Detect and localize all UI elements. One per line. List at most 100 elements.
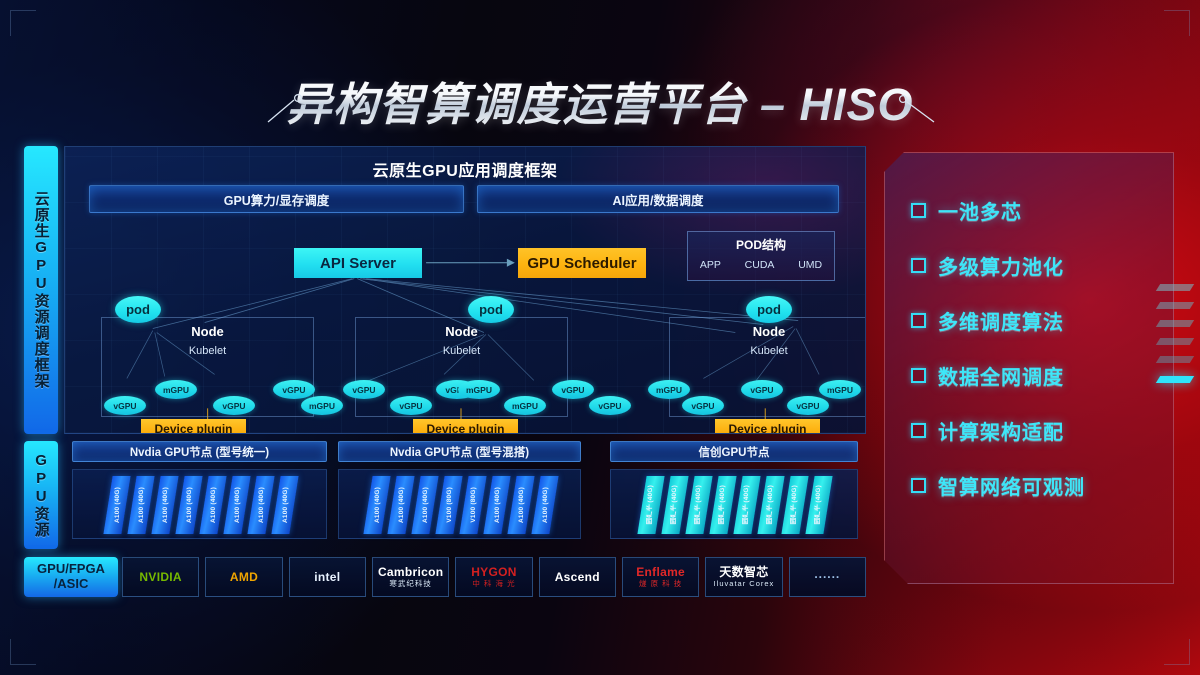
gpu-card[interactable]: A100 (40G) xyxy=(362,476,391,534)
vendor-logo[interactable]: Ascend xyxy=(538,557,616,597)
vgpu-ellipse[interactable]: vGPU xyxy=(682,396,724,415)
gpu-card[interactable]: V100 (80G) xyxy=(434,476,463,534)
gpu-group-header[interactable]: Nvdia GPU节点 (型号混搭) xyxy=(338,441,581,462)
checkbox-icon xyxy=(911,478,926,493)
vendor-logo-subtitle: 寒武纪科技 xyxy=(389,579,432,589)
band-ai-data[interactable]: AI应用/数据调度 xyxy=(477,185,839,213)
gpu-card[interactable]: A100 (40G) xyxy=(102,476,131,534)
vendor-logo[interactable]: Enflame 燧 原 科 技 xyxy=(621,557,700,597)
page-title: 异构智算调度运营平台 – HISO xyxy=(286,68,913,133)
highlight-item-label: 智算网络可观测 xyxy=(938,477,1085,499)
gpu-card[interactable]: A100 (40G) xyxy=(222,476,251,534)
vendor-logo[interactable]: NVIDIA xyxy=(122,557,200,597)
pod-ellipse[interactable]: pod xyxy=(746,296,792,323)
gpu-scheduler-box[interactable]: GPU Scheduler xyxy=(518,248,646,278)
gpu-card[interactable]: A100 (40G) xyxy=(126,476,155,534)
vgpu-ellipse[interactable]: vGPU xyxy=(273,380,315,399)
highlight-item[interactable]: 多维调度算法 xyxy=(911,293,1173,348)
vgpu-ellipse[interactable]: vGPU xyxy=(787,396,829,415)
mgpu-ellipse[interactable]: mGPU xyxy=(155,380,197,399)
ellipsis-icon: ······ xyxy=(814,569,841,584)
vgpu-ellipse[interactable]: vGPU xyxy=(552,380,594,399)
gpu-card-rack: A100 (40G) A100 (40G) A100 (40G) V100 (80G)… xyxy=(338,469,581,539)
gpu-group-header[interactable]: Nvdia GPU节点 (型号统一) xyxy=(72,441,327,462)
gpu-card-rack: A100 (40G) A100 (40G) A100 (40G) A100 (40G)… xyxy=(72,469,327,539)
checkbox-icon xyxy=(911,423,926,438)
gpu-card[interactable]: A100 (40G) xyxy=(386,476,415,534)
vgpu-ellipse[interactable]: vGPU xyxy=(589,396,631,415)
gpu-card[interactable]: A100 (40G) xyxy=(410,476,439,534)
gpu-card[interactable]: A100 (40G) xyxy=(530,476,559,534)
gpu-card-label: A100 (40G) xyxy=(281,487,288,523)
highlight-item[interactable]: 数据全网调度 xyxy=(911,348,1173,403)
gpu-card-label: A100 (40G) xyxy=(113,487,120,523)
mgpu-ellipse[interactable]: mGPU xyxy=(504,396,546,415)
enflame-icon: Enflame xyxy=(636,564,686,579)
gpu-card-label: 国产卡 (40G) xyxy=(767,485,775,525)
nvidia-icon: NVIDIA xyxy=(139,569,182,584)
gpu-resource-zone: Nvdia GPU节点 (型号统一) Nvdia GPU节点 (型号混搭) 信创… xyxy=(64,441,866,549)
gpu-card[interactable]: 国产卡 (40G) xyxy=(733,476,761,534)
vgpu-ellipse[interactable]: vGPU xyxy=(213,396,255,415)
highlight-item-label: 多维调度算法 xyxy=(938,312,1064,334)
band-gpu-compute[interactable]: GPU算力/显存调度 xyxy=(89,185,464,213)
gpu-card[interactable]: A100 (40G) xyxy=(150,476,179,534)
mgpu-ellipse[interactable]: mGPU xyxy=(458,380,500,399)
sidebar-tab-asic[interactable]: GPU/FPGA /ASIC xyxy=(24,557,118,597)
vgpu-ellipse[interactable]: vGPU xyxy=(104,396,146,415)
gpu-card[interactable]: A100 (40G) xyxy=(246,476,275,534)
gpu-card-label: 国产卡 (40G) xyxy=(791,485,799,525)
kubelet-label: Kubelet xyxy=(442,345,481,357)
gpu-card-label: A100 (40G) xyxy=(233,487,240,523)
framework-panel: 云原生GPU应用调度框架 GPU算力/显存调度 AI应用/数据调度 xyxy=(64,146,866,434)
intel-icon: intel xyxy=(314,569,341,584)
checkbox-icon xyxy=(911,368,926,383)
gpu-card[interactable]: 国产卡 (40G) xyxy=(805,476,833,534)
vendor-logo[interactable]: HYGON 中 科 海 光 xyxy=(455,557,533,597)
highlight-item[interactable]: 多级算力池化 xyxy=(911,238,1173,293)
gpu-card[interactable]: A100 (40G) xyxy=(506,476,535,534)
gpu-card[interactable]: 国产卡 (40G) xyxy=(781,476,809,534)
api-server-box[interactable]: API Server xyxy=(294,248,422,278)
gpu-card-label: A100 (40G) xyxy=(541,487,548,523)
mgpu-ellipse[interactable]: mGPU xyxy=(648,380,690,399)
mgpu-ellipse[interactable]: mGPU xyxy=(301,396,343,415)
gpu-card[interactable]: 国产卡 (40G) xyxy=(709,476,737,534)
sidebar-tab-framework[interactable]: 云原生GPU资源调度框架 xyxy=(24,146,58,434)
device-plugin[interactable]: Device plugin xyxy=(715,419,820,433)
mgpu-ellipse[interactable]: mGPU xyxy=(819,380,861,399)
vgpu-ellipse[interactable]: vGPU xyxy=(390,396,432,415)
vgpu-ellipse[interactable]: vGPU xyxy=(741,380,783,399)
gpu-card[interactable]: V100 (80G) xyxy=(458,476,487,534)
gpu-card[interactable]: 国产卡 (40G) xyxy=(637,476,665,534)
gpu-card[interactable]: 国产卡 (40G) xyxy=(757,476,785,534)
highlight-item[interactable]: 计算架构适配 xyxy=(911,403,1173,458)
checkbox-icon xyxy=(911,313,926,328)
gpu-card[interactable]: A100 (40G) xyxy=(174,476,203,534)
vendor-logo[interactable]: Cambricon 寒武纪科技 xyxy=(371,557,450,597)
gpu-card[interactable]: A100 (40G) xyxy=(482,476,511,534)
gpu-card[interactable]: 国产卡 (40G) xyxy=(685,476,713,534)
gpu-card[interactable]: A100 (40G) xyxy=(270,476,299,534)
node-label: Node xyxy=(752,324,786,339)
sidebar-tab-resources[interactable]: GPU资源 xyxy=(24,441,58,549)
vendor-logo[interactable]: AMD xyxy=(205,557,283,597)
connector-lines xyxy=(126,258,820,423)
vendor-logo[interactable]: ······ xyxy=(788,557,866,597)
gpu-card[interactable]: 国产卡 (40G) xyxy=(661,476,689,534)
highlight-item-label: 数据全网调度 xyxy=(938,367,1064,389)
pod-ellipse[interactable]: pod xyxy=(115,296,161,323)
device-plugin[interactable]: Device plugin xyxy=(413,419,518,433)
highlight-item[interactable]: 一池多芯 xyxy=(911,183,1173,238)
vendor-logo[interactable]: intel xyxy=(288,557,366,597)
pod-ellipse[interactable]: pod xyxy=(468,296,514,323)
ascend-icon: Ascend xyxy=(554,569,600,584)
vgpu-ellipse[interactable]: vGPU xyxy=(343,380,385,399)
highlight-item[interactable]: 智算网络可观测 xyxy=(911,458,1173,513)
gpu-group-header[interactable]: 信创GPU节点 xyxy=(610,441,858,462)
device-plugin[interactable]: Device plugin xyxy=(141,419,246,433)
vendor-logo[interactable]: 天数智芯 Iluvatar Corex xyxy=(705,557,783,597)
gpu-card[interactable]: A100 (40G) xyxy=(198,476,227,534)
node-group: Node Kubelet xyxy=(355,317,568,417)
